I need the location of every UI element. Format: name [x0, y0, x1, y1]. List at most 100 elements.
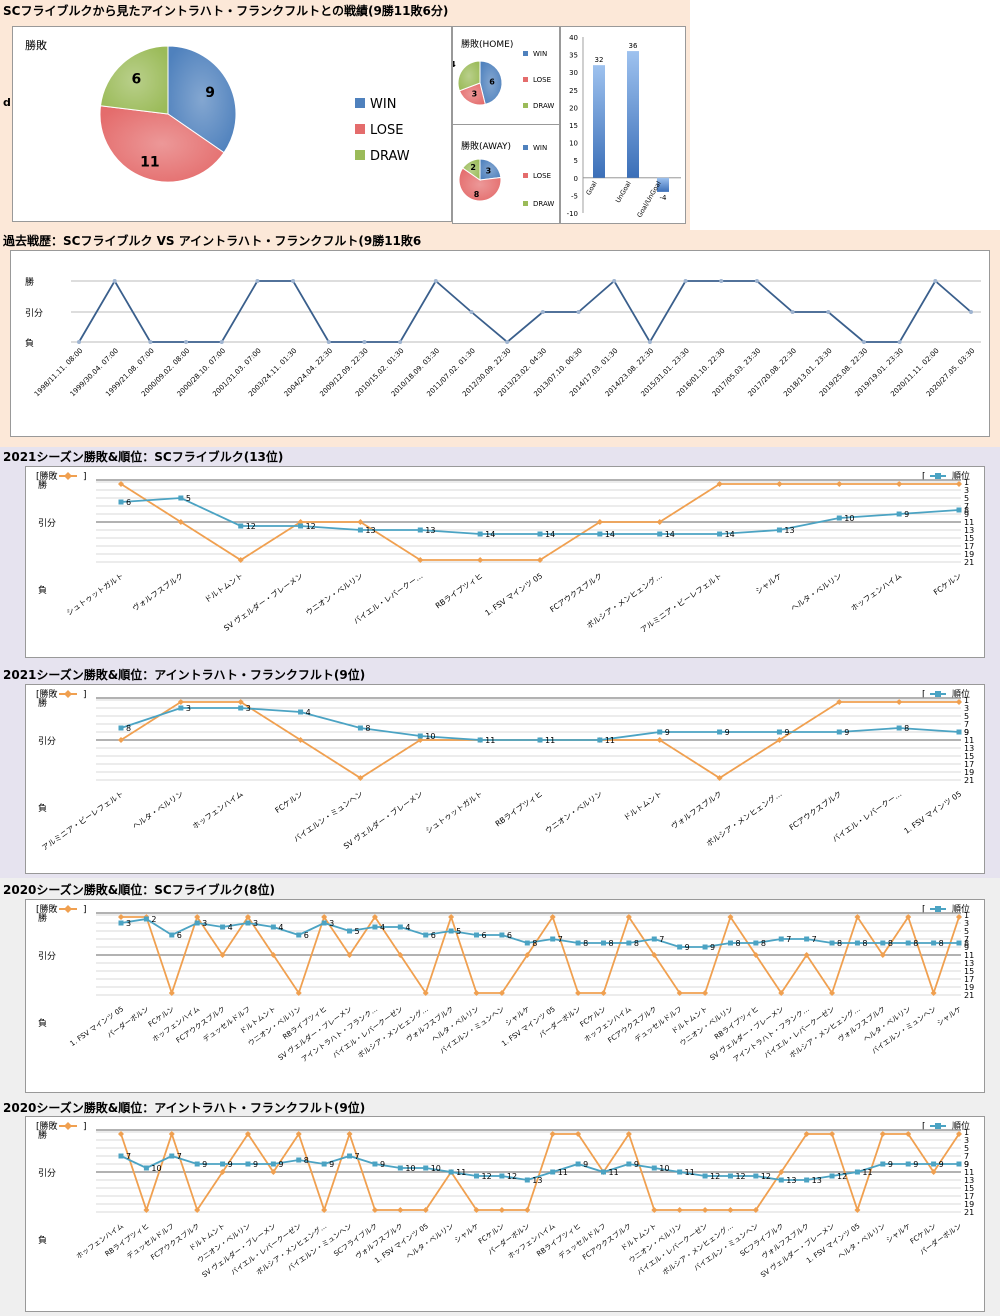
- result-point: [727, 1207, 734, 1213]
- bar-data-label: -4: [660, 194, 668, 202]
- rank-point: [194, 1161, 200, 1167]
- rank-data-label: 6: [431, 931, 436, 940]
- result-point: [956, 699, 962, 705]
- data-point: [790, 310, 795, 314]
- legend-left-label: [勝敗: [36, 470, 58, 482]
- result-point: [346, 1131, 353, 1137]
- rank-point: [423, 932, 429, 938]
- data-point: [398, 340, 403, 344]
- rank-data-label: 10: [405, 1164, 415, 1173]
- rank-point: [220, 924, 226, 930]
- rank-point: [296, 932, 302, 938]
- x-tick-label: RBライプツィヒ: [434, 571, 485, 610]
- season-section-3: 2020シーズン勝敗&順位：SCフライブルク(8位) [勝敗][順位勝引分負 1 3…: [0, 878, 1000, 1096]
- result-point: [836, 481, 843, 487]
- legend-left-bracket: ]: [83, 905, 87, 915]
- season-chart-box-3: [勝敗][順位勝引分負 1 3 5 7 9 11 13 15 17 19 21 3 2 6 3 4 3 4 6 3 5 4 4…: [25, 899, 985, 1093]
- legend-label: DRAW: [533, 200, 554, 208]
- rank-point: [778, 1177, 784, 1183]
- rank-tick-label: 5: [964, 1144, 969, 1153]
- data-point: [219, 340, 224, 344]
- result-point: [716, 481, 723, 487]
- rank-point: [677, 1169, 683, 1175]
- result-point: [600, 990, 607, 996]
- rank-point: [417, 733, 423, 739]
- rank-point: [753, 1173, 759, 1179]
- rank-data-label: 11: [862, 1168, 872, 1177]
- data-point: [826, 310, 831, 314]
- rank-point: [550, 1169, 556, 1175]
- rank-data-label: 9: [202, 1160, 207, 1169]
- legend-left-bracket: ]: [83, 690, 87, 700]
- result-point: [896, 481, 903, 487]
- rank-data-label: 14: [725, 530, 735, 539]
- result-point: [879, 1131, 886, 1137]
- legend-left-marker: [64, 472, 72, 480]
- x-tick-label: ヘルタ・ベルリン: [131, 789, 185, 831]
- rank-data-label: 9: [685, 943, 690, 952]
- legend-label: LOSE: [533, 172, 551, 180]
- rank-tick-label: 11: [964, 951, 974, 960]
- x-tick-label: ドルトムント: [203, 571, 245, 604]
- y-tick-label: 引分: [38, 518, 56, 529]
- rank-point: [178, 705, 184, 711]
- result-point: [537, 557, 543, 563]
- rank-data-label: 13: [812, 1176, 822, 1185]
- legend-left-label: [勝敗: [36, 688, 58, 700]
- rank-tick-label: 21: [964, 991, 974, 1000]
- data-point: [184, 340, 189, 344]
- rank-data-label: 3: [253, 919, 258, 928]
- rank-data-label: 13: [365, 526, 375, 535]
- x-tick-label: シャルケ: [936, 1005, 964, 1028]
- season-chart-box-4: [勝敗][順位勝引分負 1 3 5 7 9 11 13 15 17 19 21 7 10 7 9 9 9 9 8 9 7 9…: [25, 1116, 985, 1312]
- rank-tick-label: 15: [964, 534, 974, 543]
- season-chart-box-1: [勝敗][順位勝引分負 1 3 5 7 9 11 13 15 17 19 21 6 5 12 12 13 13 14…: [25, 466, 985, 658]
- x-tick-label: ヘルタ・ベルリン: [789, 571, 843, 613]
- rank-data-label: 9: [278, 1160, 283, 1169]
- away-pie-title: 勝敗(AWAY): [461, 142, 512, 152]
- rank-tick-label: 13: [964, 526, 974, 535]
- rank-point: [524, 1177, 530, 1183]
- y-tick-label: 40: [569, 34, 578, 42]
- data-point: [576, 310, 581, 314]
- result-point: [896, 699, 903, 705]
- rank-point: [321, 920, 327, 926]
- result-point: [219, 1169, 226, 1175]
- rank-point: [423, 1165, 429, 1171]
- rank-point: [220, 1161, 226, 1167]
- result-point: [357, 519, 364, 525]
- rank-data-label: 8: [126, 724, 131, 733]
- y-tick-label: 15: [569, 122, 578, 130]
- pie-slice: [99, 45, 169, 115]
- x-tick-label: シャルケ: [885, 1222, 913, 1245]
- result-point: [930, 990, 937, 996]
- rank-point: [397, 924, 403, 930]
- rank-tick-label: 19: [964, 1200, 974, 1209]
- rank-data-label: 9: [710, 943, 715, 952]
- rank-point: [829, 1173, 835, 1179]
- rank-data-label: 8: [735, 939, 740, 948]
- result-point: [397, 1207, 404, 1213]
- rank-data-label: 5: [186, 494, 191, 503]
- result-point: [702, 1207, 709, 1213]
- data-point: [861, 340, 866, 344]
- rank-data-label: 12: [837, 1172, 847, 1181]
- result-point: [549, 914, 556, 920]
- rank-point: [896, 511, 902, 517]
- result-point: [879, 952, 886, 958]
- rank-point: [397, 1165, 403, 1171]
- result-point: [776, 481, 783, 487]
- rank-point: [702, 944, 708, 950]
- rank-data-label: 11: [545, 736, 555, 745]
- result-point: [295, 1131, 302, 1137]
- pie-value-label: 6: [132, 71, 142, 87]
- rank-data-label: 8: [608, 939, 613, 948]
- pie-value-label: 3: [486, 166, 492, 175]
- pie-value-label: 9: [205, 85, 215, 101]
- data-point: [326, 340, 331, 344]
- rank-point: [477, 531, 483, 537]
- rank-point: [357, 725, 363, 731]
- legend-right-bracket: [: [922, 472, 926, 482]
- season-section-4: 2020シーズン勝敗&順位：アイントラハト・フランクフルト(9位) [勝敗] [順…: [0, 1096, 1000, 1316]
